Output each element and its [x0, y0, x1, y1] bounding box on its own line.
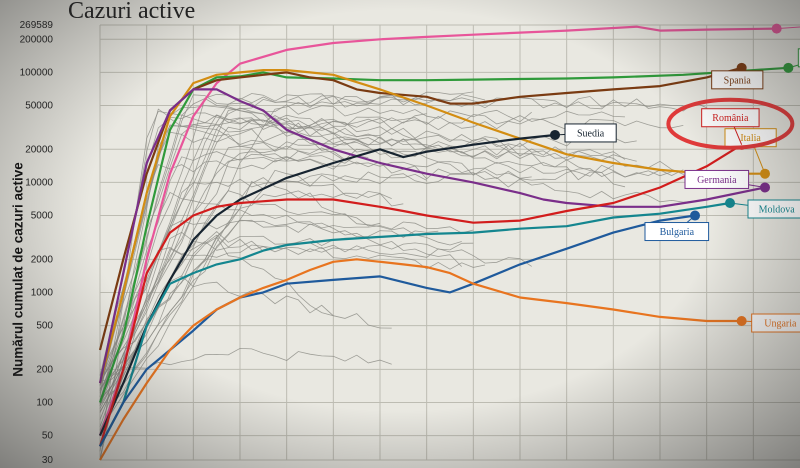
y-tick-label: 30	[42, 455, 54, 466]
y-tick-label: 200000	[20, 34, 54, 45]
y-tick-labels: 30 50 100 200 500 1000 2000 5000 10000 20000 50000…	[20, 20, 54, 466]
y-tick-label: 500	[36, 321, 53, 332]
y-tick-label: 100000	[20, 67, 54, 78]
series-label-spania: Spania	[711, 67, 764, 90]
y-tick-label: 50	[42, 431, 54, 442]
y-tick-label: 269589	[20, 20, 54, 31]
y-tick-label: 5000	[31, 211, 54, 222]
y-tick-label: 50000	[25, 101, 53, 112]
y-tick-label: 2000	[31, 254, 54, 265]
series-label-suedia: Suedia	[554, 123, 617, 143]
series-label-ungaria: Ungaria	[741, 313, 800, 333]
label-text: România	[712, 113, 749, 124]
label-text: Bulgaria	[660, 227, 695, 238]
background-line	[99, 347, 392, 382]
series-line-romania	[98, 143, 743, 447]
series-label-bulgaria: Bulgaria	[644, 215, 710, 242]
background-country-lines	[99, 91, 707, 460]
label-text: Spania	[724, 75, 752, 86]
background-line	[99, 219, 439, 434]
y-tick-label: 200	[36, 364, 53, 375]
background-line	[99, 231, 532, 401]
label-text: Italia	[740, 133, 761, 144]
label-text: Germania	[697, 175, 737, 186]
y-tick-label: 100	[36, 397, 53, 408]
y-tick-label: 10000	[25, 177, 53, 188]
label-text: Ungaria	[764, 319, 797, 330]
label-text: Moldova	[759, 205, 796, 216]
series-line-ungaria	[99, 258, 742, 461]
y-tick-label: 1000	[31, 287, 54, 298]
label-text: Suedia	[577, 128, 605, 139]
background-line	[99, 275, 392, 433]
y-tick-label: 20000	[25, 144, 53, 155]
